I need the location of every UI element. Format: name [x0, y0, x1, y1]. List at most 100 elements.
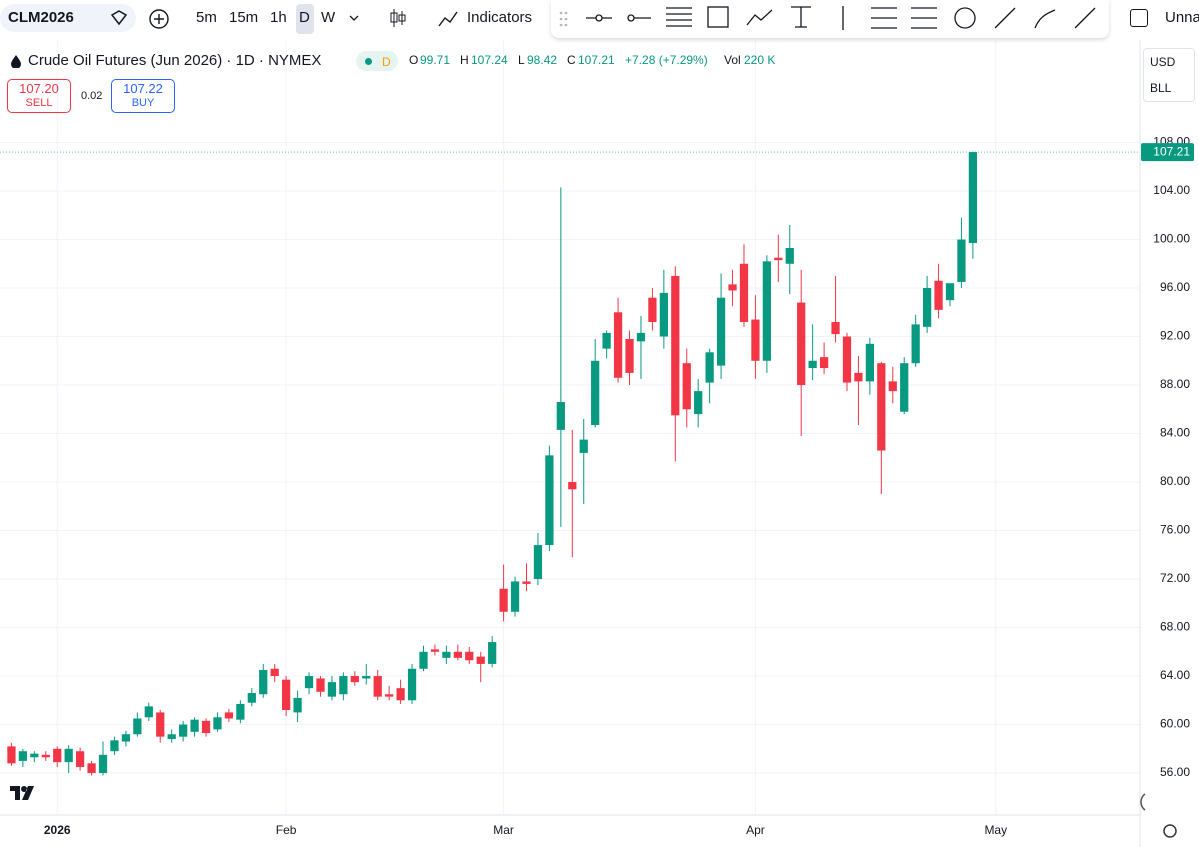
chart-type-button[interactable] — [388, 7, 408, 29]
tool-circle[interactable] — [954, 7, 976, 29]
symbol[interactable]: CLM2026 — [8, 9, 74, 26]
interval-active-bg — [296, 4, 314, 34]
buy-button[interactable]: 107.22 BUY — [111, 79, 175, 113]
interval-dropdown[interactable] — [348, 13, 360, 23]
candle-body — [934, 280, 943, 310]
y-tick-label: 56.00 — [1160, 765, 1190, 779]
currency[interactable]: USD — [1150, 55, 1176, 69]
candle-body — [957, 239, 966, 282]
x-tick-label: 2026 — [44, 823, 71, 837]
candle-body — [442, 651, 451, 658]
tv-logo — [10, 786, 34, 800]
layout-checkbox[interactable] — [1130, 9, 1148, 27]
candle-body — [671, 275, 680, 416]
sell-price: 107.20 — [19, 81, 59, 96]
candle-body — [488, 642, 497, 664]
y-tick-label: 64.00 — [1160, 668, 1190, 682]
layout-name[interactable]: Unna — [1165, 9, 1199, 26]
candle-body — [705, 352, 714, 383]
reload-icon[interactable] — [1140, 793, 1146, 811]
tool-long[interactable] — [911, 7, 937, 29]
tool-brush[interactable] — [1034, 9, 1056, 29]
candle-body — [121, 734, 131, 742]
indicators-button[interactable]: Indicators — [467, 9, 533, 26]
candle-body — [545, 455, 554, 546]
tool-text[interactable] — [791, 6, 811, 28]
candle-body — [785, 248, 794, 264]
h-value: 107.24 — [471, 53, 508, 67]
candle-body — [304, 676, 314, 689]
interval[interactable]: W — [321, 9, 336, 26]
l-label: L — [518, 53, 525, 67]
candle-body — [362, 676, 371, 679]
candle-body — [18, 751, 28, 761]
y-tick-label: 92.00 — [1160, 329, 1190, 343]
candle-body — [625, 338, 634, 373]
candle-body — [201, 720, 211, 734]
candle-body — [327, 682, 337, 697]
candle-body — [716, 297, 726, 366]
candle-body — [568, 482, 577, 490]
candle-body — [522, 581, 531, 584]
vol-label: Vol — [724, 53, 741, 67]
candle-body — [533, 545, 543, 580]
candle-body — [133, 718, 142, 735]
sell-button[interactable]: 107.20 SELL — [7, 79, 71, 113]
y-tick-label: 68.00 — [1160, 620, 1190, 634]
plot — [0, 40, 1140, 815]
candle-body — [407, 668, 417, 701]
candle-body — [591, 360, 600, 426]
candle-body — [602, 332, 611, 349]
candle-body — [694, 391, 703, 415]
tool-trend[interactable] — [1074, 7, 1096, 29]
status-pill — [356, 51, 398, 71]
candle-body — [224, 712, 234, 719]
y-tick-label: 80.00 — [1160, 474, 1190, 488]
interval[interactable]: D — [299, 9, 310, 26]
tool-path[interactable] — [746, 9, 773, 26]
badge: D — [382, 55, 391, 69]
vol-value: 220 K — [744, 53, 776, 67]
tool-short[interactable] — [871, 7, 897, 29]
candle-body — [865, 343, 874, 382]
settings-icon[interactable] — [1163, 824, 1177, 838]
candle-body — [636, 332, 646, 342]
candle-body — [968, 152, 978, 244]
unit[interactable]: BLL — [1150, 81, 1172, 95]
candle-body — [259, 669, 268, 695]
candle-body — [373, 676, 382, 697]
h-label: H — [460, 53, 469, 67]
candle-body — [156, 712, 165, 737]
sell-label: SELL — [25, 97, 53, 109]
y-tick-label: 88.00 — [1160, 377, 1190, 391]
interval[interactable]: 5m — [196, 9, 217, 26]
tool-fib[interactable] — [666, 7, 692, 27]
axis-labels: 56.00 60.00 64.00 68.00 72.00 76.00 80.00 84.00… — [44, 135, 1194, 837]
candle-body — [900, 363, 909, 412]
symbol-icon — [110, 10, 128, 26]
compare-button[interactable] — [148, 8, 170, 30]
candle-body — [247, 693, 256, 703]
candle-body — [7, 746, 16, 764]
y-tick-label: 104.00 — [1153, 183, 1190, 197]
candle-body — [270, 668, 279, 677]
symbol-search[interactable] — [0, 4, 136, 32]
candle-body — [190, 719, 199, 732]
buy-label: BUY — [131, 97, 155, 109]
change: +7.28 (+7.29%) — [625, 53, 708, 67]
interval[interactable]: 1h — [270, 9, 287, 26]
tool-rect[interactable] — [707, 6, 729, 28]
scale-settings[interactable] — [1143, 48, 1195, 102]
candle-body — [739, 263, 749, 322]
tool-line[interactable] — [994, 7, 1016, 29]
candle-body — [831, 321, 840, 335]
drawing-tools — [559, 6, 1096, 30]
y-tick-label: 84.00 — [1160, 426, 1190, 440]
last-price-tag — [1141, 143, 1194, 162]
candle-body — [888, 381, 897, 392]
last-price-label: 107.21 — [1153, 144, 1190, 158]
candle-body — [808, 360, 817, 369]
interval[interactable]: 15m — [229, 9, 259, 26]
y-tick-label: 72.00 — [1160, 571, 1190, 585]
